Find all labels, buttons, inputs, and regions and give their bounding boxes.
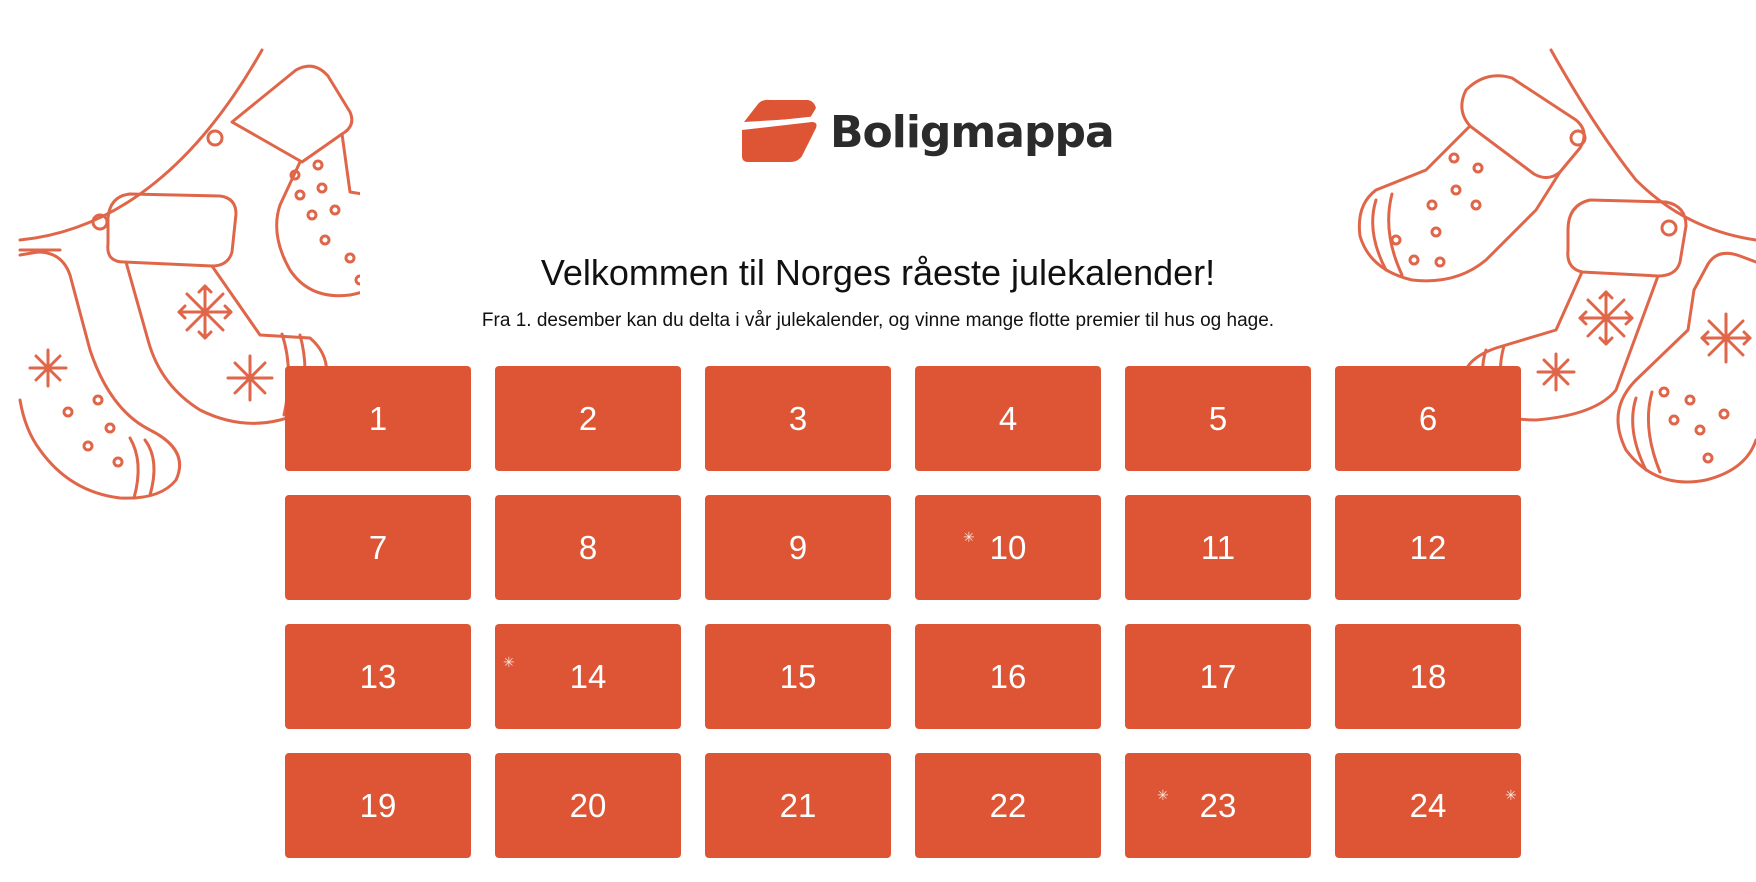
- door-number: 7: [368, 528, 388, 566]
- calendar-door[interactable]: 5: [1125, 366, 1311, 471]
- snowflake-icon: ✳: [1505, 787, 1517, 803]
- door-number: 21: [779, 786, 817, 824]
- calendar-door[interactable]: 16: [915, 624, 1101, 729]
- door-number: 14: [569, 657, 607, 695]
- calendar-door[interactable]: 15: [705, 624, 891, 729]
- door-number: 1: [368, 399, 388, 437]
- calendar-door[interactable]: 13: [285, 624, 471, 729]
- calendar-door[interactable]: 6: [1335, 366, 1521, 471]
- door-number: 23: [1199, 786, 1237, 824]
- calendar-door[interactable]: 23 ✳: [1125, 753, 1311, 858]
- door-number: 15: [779, 657, 817, 695]
- calendar-door[interactable]: 20: [495, 753, 681, 858]
- door-number: 22: [989, 786, 1027, 824]
- door-number: 11: [1200, 528, 1236, 566]
- calendar-door[interactable]: 8: [495, 495, 681, 600]
- door-number: 8: [578, 528, 598, 566]
- door-number: 19: [359, 786, 397, 824]
- door-number: 16: [989, 657, 1027, 695]
- brand-name: Boligmappa: [830, 106, 1115, 158]
- snowflake-icon: ✳: [503, 654, 515, 670]
- calendar-door[interactable]: 18: [1335, 624, 1521, 729]
- boligmappa-logo[interactable]: Boligmappa: [738, 96, 1115, 168]
- calendar-door[interactable]: 9: [705, 495, 891, 600]
- door-number: 24: [1409, 786, 1447, 824]
- page-title: Velkommen til Norges råeste julekalender…: [540, 252, 1216, 293]
- calendar-door[interactable]: 21: [705, 753, 891, 858]
- door-number: 12: [1409, 528, 1447, 566]
- door-number: 17: [1199, 657, 1237, 695]
- calendar-door[interactable]: 19: [285, 753, 471, 858]
- door-number: 2: [578, 399, 598, 437]
- calendar-door[interactable]: 1: [285, 366, 471, 471]
- calendar-door[interactable]: 24 ✳: [1335, 753, 1521, 858]
- calendar-door[interactable]: 4: [915, 366, 1101, 471]
- calendar-door[interactable]: 22: [915, 753, 1101, 858]
- door-number: 20: [569, 786, 607, 824]
- door-number: 4: [998, 399, 1018, 437]
- calendar-grid: 1 2 3 4 5 6 7 8 9 10 ✳ 11 12 13 14 ✳ 15 16 17 18 19 20 21 22 23 ✳…: [285, 366, 1521, 858]
- door-number: 3: [788, 399, 808, 437]
- calendar-door[interactable]: 11: [1125, 495, 1311, 600]
- door-number: 13: [359, 657, 397, 695]
- door-number: 18: [1409, 657, 1447, 695]
- boligmappa-logo-icon: [741, 99, 818, 162]
- page-subtitle: Fra 1. desember kan du delta i vår julek…: [481, 310, 1275, 331]
- calendar-door[interactable]: 2: [495, 366, 681, 471]
- calendar-door[interactable]: 10 ✳: [915, 495, 1101, 600]
- calendar-door[interactable]: 3: [705, 366, 891, 471]
- calendar-door[interactable]: 7: [285, 495, 471, 600]
- calendar-door[interactable]: 14 ✳: [495, 624, 681, 729]
- calendar-door[interactable]: 12: [1335, 495, 1521, 600]
- snowflake-icon: ✳: [963, 529, 975, 545]
- door-number: 6: [1418, 399, 1438, 437]
- door-number: 10: [989, 528, 1027, 566]
- door-number: 5: [1208, 399, 1228, 437]
- door-number: 9: [788, 528, 808, 566]
- snowflake-icon: ✳: [1157, 787, 1169, 803]
- calendar-door[interactable]: 17: [1125, 624, 1311, 729]
